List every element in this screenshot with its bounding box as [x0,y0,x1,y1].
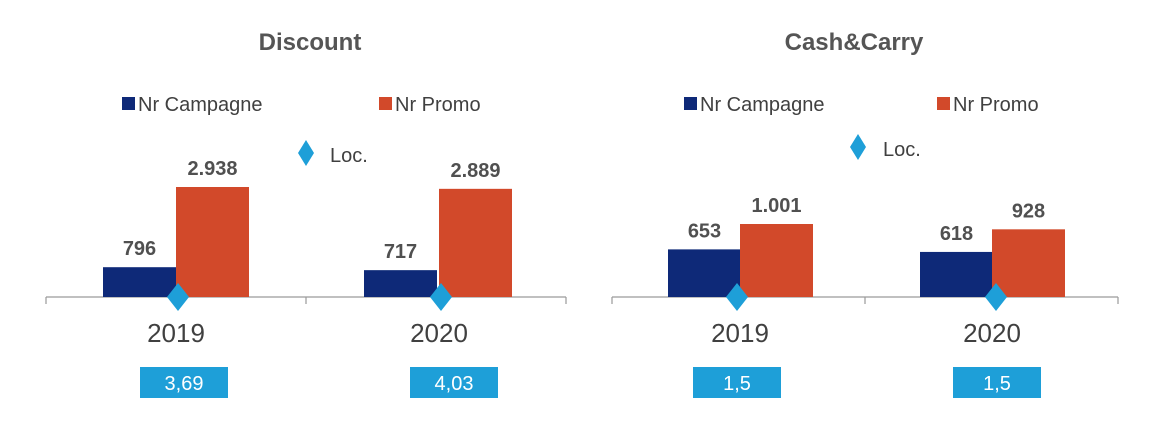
chart1-legend-label-1: Nr Campagne [138,94,263,116]
chart2-bar-promo-2020 [992,229,1065,297]
chart2-loc-value-label-2020: 1,5 [983,373,1011,395]
chart2-loc-marker-2019 [726,283,748,311]
chart1-loc-value-label-2020: 4,03 [435,373,474,395]
chart1-bar-promo-2019 [176,187,249,297]
chart2-legend-swatch-2 [937,97,950,110]
chart2-x-tick-label-2019: 2019 [711,318,769,348]
chart2-loc-box-2019 [693,367,781,398]
chart2-bar-promo-2019 [740,224,813,297]
chart1-data-label-promo-2020: 2.889 [450,160,500,182]
chart1-loc-value-label-2019: 3,69 [165,373,204,395]
chart1-loc-marker-2019 [167,283,189,311]
chart1-bar-promo-2020 [439,188,512,297]
chart1-loc-marker-2020 [430,283,452,311]
chart2-loc-box-2020 [953,367,1041,398]
chart1-loc-box-2020 [410,367,498,398]
chart1-data-label-promo-2019: 2.938 [187,158,237,180]
chart2-legend-label-2: Nr Promo [953,94,1039,116]
chart1-bar-campagne-2020 [364,270,437,297]
chart1-legend-loc-diamond [298,140,314,166]
chart1-title: Discount [259,29,362,56]
chart1-data-label-campagne-2019: 796 [123,238,156,260]
chart2-data-label-promo-2019: 1.001 [751,195,801,217]
chart2-loc-marker-2020 [985,283,1007,311]
chart2-legend-loc-label: Loc. [883,139,921,161]
chart1-x-tick-label-2020: 2020 [410,318,468,348]
chart1-loc-box-2019 [140,367,228,398]
chart2-data-label-campagne-2020: 618 [940,223,973,245]
chart2-bar-campagne-2019 [668,249,741,297]
chart1-legend-loc-label: Loc. [330,145,368,167]
chart1-legend-swatch-2 [379,97,392,110]
chart1-data-label-campagne-2020: 717 [384,241,417,263]
chart2-loc-value-label-2019: 1,5 [723,373,751,395]
chart2-x-tick-label-2020: 2020 [963,318,1021,348]
chart2-data-label-promo-2020: 928 [1012,200,1045,222]
chart1-x-tick-label-2019: 2019 [147,318,205,348]
chart2-title: Cash&Carry [785,29,924,56]
chart2-legend-label-1: Nr Campagne [700,94,825,116]
chart2-bar-campagne-2020 [920,251,993,297]
chart1-legend-label-2: Nr Promo [395,94,481,116]
chart2-legend-swatch-1 [684,97,697,110]
chart1-legend-swatch-1 [122,97,135,110]
chart2-legend-loc-diamond [850,134,866,160]
chart2-data-label-campagne-2019: 653 [688,220,721,242]
chart1-bar-campagne-2019 [103,267,176,297]
